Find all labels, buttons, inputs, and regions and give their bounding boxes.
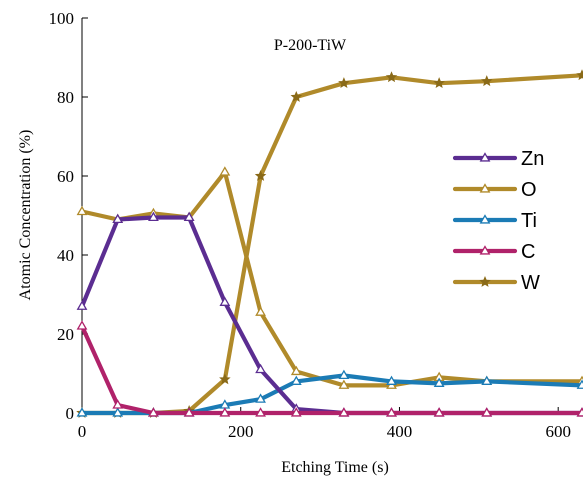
x-tick-label: 200 bbox=[228, 422, 254, 441]
data-point bbox=[112, 407, 124, 417]
y-tick-label: 40 bbox=[57, 246, 74, 265]
series-zn bbox=[76, 211, 583, 417]
data-point bbox=[219, 166, 231, 176]
x-axis-label: Etching Time (s) bbox=[281, 459, 389, 476]
data-point bbox=[576, 69, 583, 81]
legend-label: Ti bbox=[521, 210, 537, 232]
data-point bbox=[433, 377, 445, 387]
data-point bbox=[338, 379, 350, 389]
data-point bbox=[148, 211, 159, 222]
y-tick-label: 0 bbox=[66, 404, 75, 423]
legend-marker bbox=[479, 183, 491, 193]
legend-label: Zn bbox=[521, 148, 544, 170]
data-point bbox=[481, 407, 493, 417]
data-point bbox=[481, 75, 493, 87]
data-point bbox=[290, 365, 302, 376]
series-o bbox=[76, 166, 583, 389]
data-point bbox=[481, 375, 493, 385]
legend-item-o: O bbox=[452, 179, 537, 201]
data-point bbox=[386, 375, 397, 385]
y-tick-label: 20 bbox=[57, 325, 74, 344]
data-point bbox=[112, 399, 124, 409]
data-point bbox=[219, 373, 231, 385]
legend-label: W bbox=[521, 272, 540, 294]
legend-marker bbox=[479, 275, 491, 287]
data-point bbox=[112, 213, 124, 224]
series-line-c bbox=[79, 324, 583, 416]
data-point bbox=[255, 363, 266, 374]
axes: 0 20 40 60 80 100 0 200 400 600 bbox=[49, 9, 582, 441]
legend-marker bbox=[479, 245, 491, 255]
legend-item-w: W bbox=[452, 272, 540, 294]
series-line-o bbox=[79, 170, 583, 388]
x-tick-label: 400 bbox=[387, 422, 413, 441]
data-point bbox=[338, 369, 350, 380]
data-point bbox=[290, 375, 302, 385]
series-line-w bbox=[79, 73, 583, 416]
y-axis-label: Atomic Concentration (%) bbox=[17, 130, 34, 301]
y-tick-label: 80 bbox=[57, 88, 74, 107]
legend-item-zn: Zn bbox=[452, 148, 544, 170]
series-layer bbox=[76, 69, 583, 418]
data-point bbox=[76, 407, 88, 417]
data-point bbox=[219, 407, 231, 417]
data-point bbox=[255, 393, 266, 403]
data-point bbox=[433, 77, 445, 89]
data-point bbox=[338, 77, 350, 89]
data-point bbox=[76, 300, 88, 310]
legend-label: O bbox=[521, 179, 537, 201]
data-point bbox=[385, 71, 398, 83]
legend-marker bbox=[479, 152, 491, 162]
y-tick-label: 60 bbox=[57, 167, 74, 186]
legend: Zn O Ti CW bbox=[452, 148, 544, 294]
data-point bbox=[254, 169, 267, 181]
data-point bbox=[76, 205, 88, 216]
series-w bbox=[76, 69, 583, 418]
legend-marker bbox=[479, 214, 491, 224]
legend-label: C bbox=[521, 241, 535, 263]
data-point bbox=[255, 407, 266, 417]
legend-item-ti: Ti bbox=[452, 210, 537, 232]
data-point bbox=[576, 407, 583, 417]
data-point bbox=[338, 407, 350, 417]
data-point bbox=[183, 407, 195, 417]
data-point bbox=[386, 407, 397, 417]
x-tick-label: 0 bbox=[78, 422, 87, 441]
chart-title: P-200-TiW bbox=[274, 37, 347, 54]
legend-item-c: C bbox=[452, 241, 535, 263]
data-point bbox=[76, 320, 88, 330]
data-point bbox=[219, 296, 231, 306]
data-point bbox=[576, 379, 583, 389]
data-point bbox=[290, 90, 303, 102]
data-point bbox=[433, 407, 445, 417]
data-point bbox=[183, 211, 195, 222]
data-point bbox=[148, 407, 159, 417]
data-point bbox=[290, 407, 302, 417]
y-tick-label: 100 bbox=[49, 9, 75, 28]
series-c bbox=[76, 320, 583, 417]
x-tick-label: 600 bbox=[545, 422, 571, 441]
data-point bbox=[255, 306, 266, 316]
